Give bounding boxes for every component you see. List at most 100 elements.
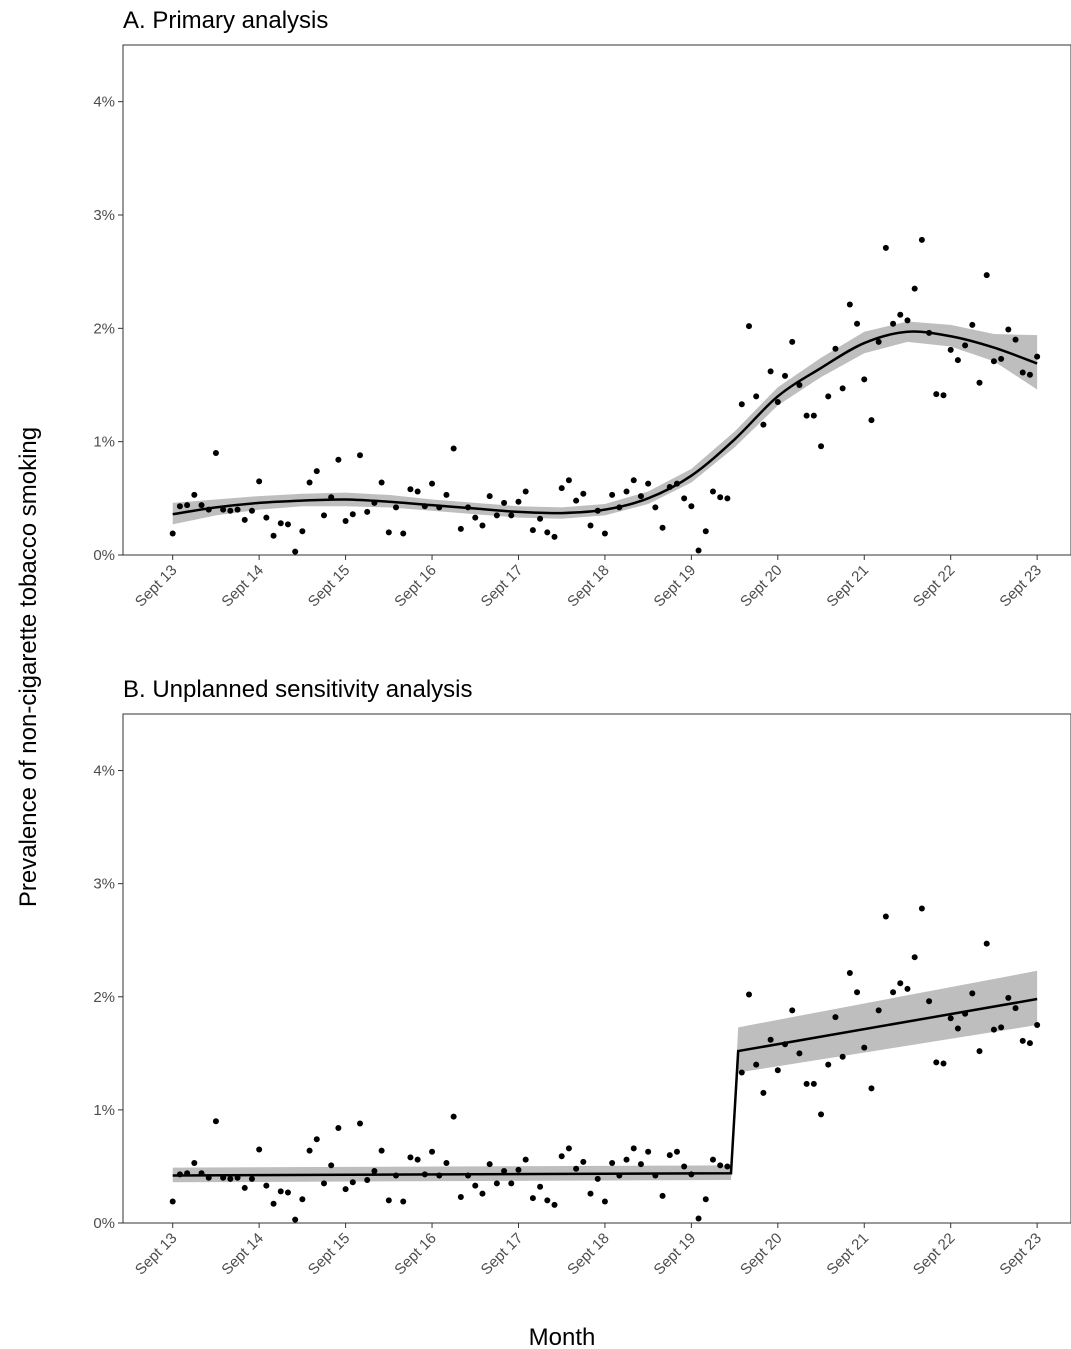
data-point	[450, 1113, 457, 1120]
data-point	[198, 502, 205, 509]
data-point	[875, 338, 882, 345]
data-point	[983, 940, 990, 947]
x-tick-label: Sept 18	[564, 562, 613, 611]
data-point	[529, 1195, 536, 1202]
x-tick-label: Sept 16	[391, 562, 440, 611]
data-point	[962, 342, 969, 349]
data-point	[551, 533, 558, 540]
data-point	[738, 401, 745, 408]
data-point	[414, 1156, 421, 1163]
data-point	[940, 392, 947, 399]
y-tick-label: 4%	[93, 763, 115, 780]
data-point	[1005, 326, 1012, 333]
data-point	[717, 1162, 724, 1169]
data-point	[767, 1036, 774, 1043]
data-point	[998, 1024, 1005, 1031]
data-point	[789, 1007, 796, 1014]
data-point	[479, 522, 486, 529]
data-point	[256, 1146, 263, 1153]
data-point	[1005, 994, 1012, 1001]
x-tick-label: Sept 19	[651, 562, 700, 611]
data-point	[551, 1201, 558, 1208]
data-point	[911, 954, 918, 961]
data-point	[673, 1148, 680, 1155]
data-point	[472, 1182, 479, 1189]
data-point	[702, 1196, 709, 1203]
data-point	[990, 1026, 997, 1033]
data-point	[753, 393, 760, 400]
data-point	[854, 989, 861, 996]
x-tick-label: Sept 17	[478, 1230, 527, 1279]
data-point	[342, 518, 349, 524]
confidence-band	[172, 321, 1038, 525]
data-point	[976, 1048, 983, 1055]
data-point	[810, 1080, 817, 1087]
x-tick-label: Sept 23	[996, 1230, 1045, 1279]
panel-title: B. Unplanned sensitivity analysis	[123, 676, 473, 703]
data-point	[695, 547, 702, 554]
data-point	[709, 488, 716, 495]
data-point	[335, 456, 342, 463]
data-point	[349, 1179, 356, 1186]
data-point	[702, 528, 709, 535]
data-point	[573, 1165, 580, 1172]
x-tick-label: Sept 13	[132, 1230, 181, 1279]
data-point	[443, 1160, 450, 1167]
data-point	[184, 502, 191, 509]
data-point	[501, 499, 508, 506]
data-point	[227, 507, 234, 514]
data-point	[212, 1118, 219, 1125]
data-point	[364, 508, 371, 515]
fit-line	[172, 997, 1038, 1177]
x-tick-label: Sept 15	[305, 562, 354, 611]
data-point	[998, 355, 1005, 362]
data-point	[1034, 1022, 1041, 1029]
data-point	[688, 503, 695, 510]
data-point	[385, 529, 392, 536]
y-tick-label: 0%	[93, 547, 115, 564]
data-point	[818, 1111, 825, 1118]
data-point	[882, 244, 889, 251]
data-point	[565, 477, 572, 484]
data-point	[414, 488, 421, 495]
x-tick-label: Sept 18	[564, 1230, 613, 1279]
data-point	[803, 412, 810, 419]
data-point	[457, 1193, 464, 1200]
data-point	[587, 522, 594, 529]
panel-title: A. Primary analysis	[123, 7, 328, 34]
data-point	[890, 989, 897, 996]
data-point	[839, 385, 846, 392]
data-point	[1026, 371, 1033, 378]
y-tick-label: 3%	[93, 876, 115, 893]
data-point	[652, 504, 659, 511]
data-point	[537, 515, 544, 522]
data-point	[284, 521, 291, 528]
data-point	[803, 1080, 810, 1087]
data-point	[493, 1180, 500, 1187]
data-point	[825, 1061, 832, 1068]
data-point	[292, 1216, 299, 1223]
data-point	[313, 1136, 320, 1143]
data-point	[320, 512, 327, 519]
data-point	[637, 1161, 644, 1168]
data-point	[659, 524, 666, 531]
data-point	[724, 1163, 731, 1170]
data-point	[400, 1198, 407, 1205]
data-point	[890, 320, 897, 327]
data-point	[220, 506, 227, 513]
data-point	[940, 1060, 947, 1067]
data-point	[508, 512, 515, 519]
y-tick-label: 2%	[93, 989, 115, 1006]
data-point	[897, 311, 904, 318]
data-point	[947, 346, 954, 353]
data-point	[191, 1160, 198, 1167]
data-point	[738, 1069, 745, 1076]
data-point	[529, 527, 536, 534]
data-point	[522, 488, 529, 495]
data-point	[753, 1061, 760, 1068]
data-point	[234, 506, 241, 513]
data-point	[169, 530, 176, 537]
data-point	[745, 323, 752, 330]
data-point	[1012, 1005, 1019, 1012]
confidence-band	[172, 970, 1038, 1183]
